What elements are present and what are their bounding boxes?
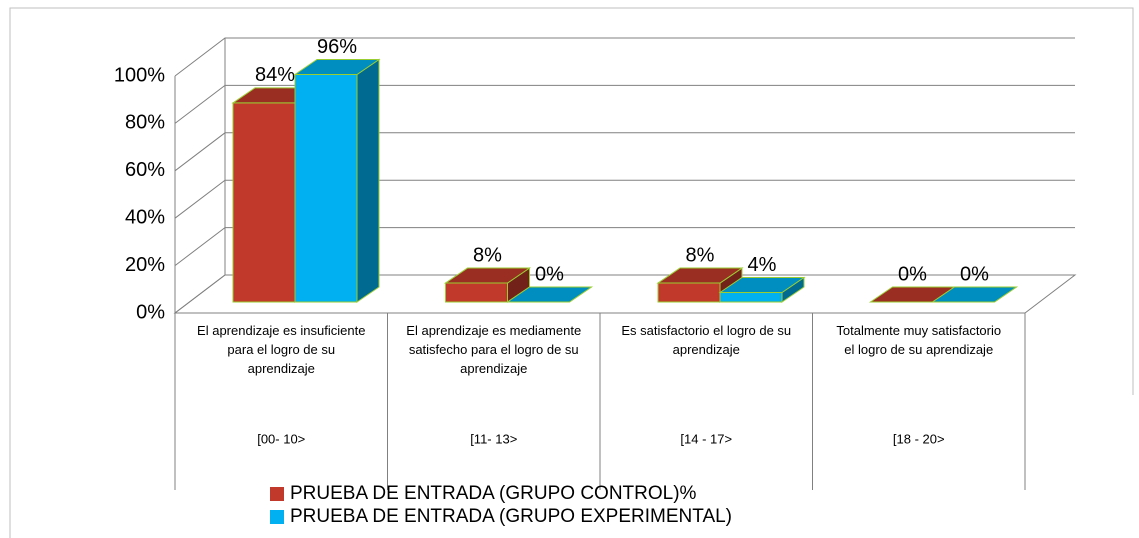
frame: [9, 7, 1134, 538]
data-label: 0%: [535, 263, 564, 285]
x-tick-label: El aprendizaje es insuficiente para el lo…: [197, 323, 365, 376]
data-label: 4%: [748, 254, 777, 276]
grid-line: [174, 37, 1075, 77]
x-tick-line: aprendizaje: [673, 342, 740, 357]
x-tick-line: Es satisfactorio el logro de su: [621, 323, 791, 338]
x-tick-line: el logro de su aprendizaje: [844, 342, 993, 357]
x-tick-line: El aprendizaje es mediamente: [406, 323, 581, 338]
bar: [505, 286, 594, 303]
x-tick-line: para el logro de su: [227, 342, 335, 357]
x-range-label: [14 - 17>: [680, 431, 732, 446]
bar: [718, 276, 806, 303]
legend-label: PRUEBA DE ENTRADA (GRUPO EXPERIMENTAL): [290, 506, 732, 527]
y-tick-label: 20%: [125, 254, 165, 276]
legend-swatch: [270, 510, 284, 524]
data-label: 0%: [898, 263, 927, 285]
bar-top: [443, 267, 532, 284]
bar-top: [293, 58, 381, 75]
grid-line: [174, 227, 1075, 266]
bar-side: [356, 58, 380, 303]
grid-line: [174, 274, 1075, 314]
bar-front: [719, 292, 783, 303]
x-tick-line: El aprendizaje es insuficiente: [197, 323, 365, 338]
bar-top: [505, 286, 594, 303]
bar: [930, 286, 1019, 303]
bar: [293, 58, 381, 303]
y-tick-label: 40%: [125, 206, 165, 228]
x-range-label: [00- 10>: [257, 431, 305, 446]
x-tick-label: Totalmente muy satisfactorio el logro de …: [836, 323, 1001, 357]
x-tick-line: aprendizaje: [460, 361, 527, 376]
bar-top: [930, 286, 1019, 303]
legend-label: PRUEBA DE ENTRADA (GRUPO CONTROL)%: [290, 483, 697, 504]
bar-front: [445, 282, 508, 303]
y-tick-label: 0%: [136, 301, 165, 323]
x-tick-line: satisfecho para el logro de su: [409, 342, 579, 357]
grid-line: [174, 132, 1075, 172]
y-tick-label: 100%: [114, 64, 165, 86]
data-label: 8%: [686, 244, 715, 266]
y-tick-label: 80%: [125, 112, 165, 134]
bar-front: [232, 102, 296, 303]
x-tick-line: aprendizaje: [248, 361, 315, 376]
grid-line: [174, 84, 1075, 124]
x-range-label: [11- 13>: [470, 431, 517, 446]
x-tick-label: Es satisfactorio el logro de su aprendiza…: [621, 323, 791, 357]
bar-front: [657, 282, 721, 303]
data-label: 96%: [317, 36, 357, 58]
bar: [443, 267, 532, 303]
bar-top: [718, 277, 806, 294]
bar-front: [294, 73, 358, 303]
x-tick-label: El aprendizaje es mediamente satisfecho p…: [406, 323, 581, 376]
y-tick-label: 60%: [125, 159, 165, 181]
data-label: 84%: [255, 64, 295, 86]
data-label: 8%: [473, 244, 502, 266]
grid-line: [174, 179, 1075, 219]
data-label: 0%: [960, 263, 989, 285]
bar-top: [656, 267, 744, 284]
x-range-label: [18 - 20>: [893, 431, 945, 446]
legend-swatch: [270, 487, 284, 501]
x-tick-line: Totalmente muy satisfactorio: [836, 323, 1001, 338]
